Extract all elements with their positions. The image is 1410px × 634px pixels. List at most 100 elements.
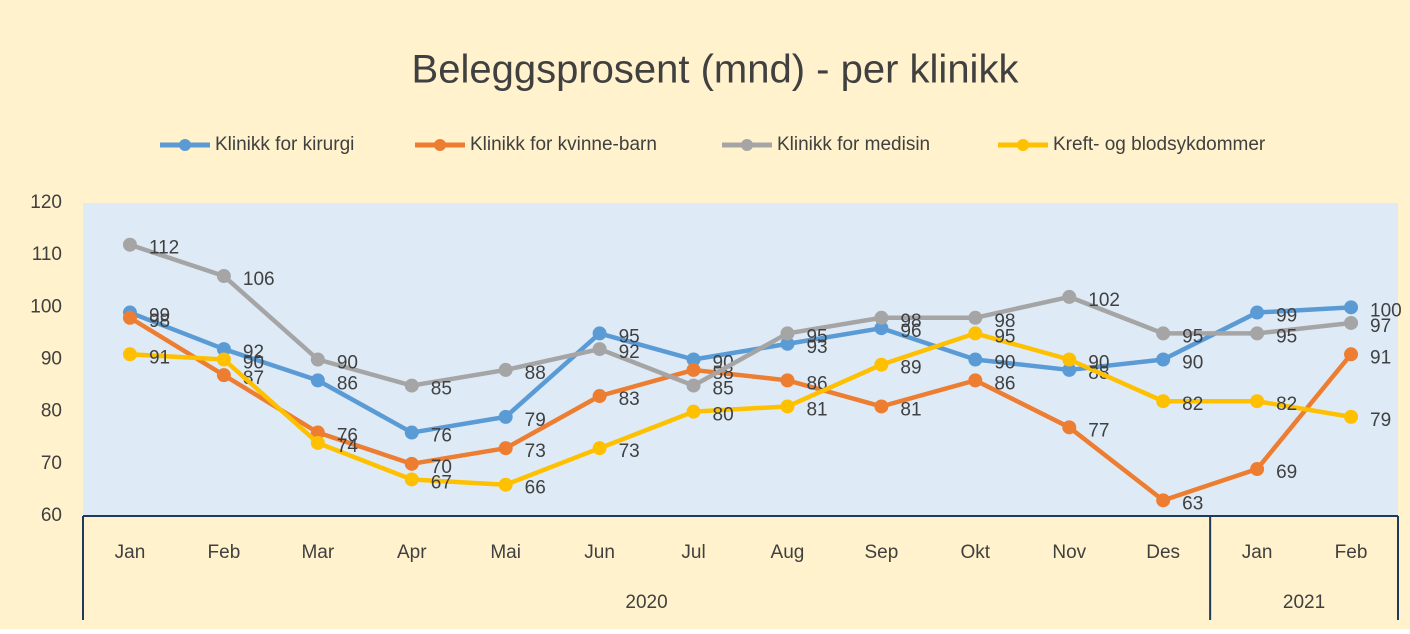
- data-point: [686, 404, 701, 419]
- data-label: 95: [1182, 326, 1203, 347]
- data-label: 90: [1182, 353, 1203, 374]
- data-label: 76: [337, 426, 358, 447]
- data-point: [1156, 493, 1171, 508]
- data-point: [1156, 394, 1171, 409]
- data-label: 82: [1276, 394, 1297, 415]
- data-point: [1062, 289, 1077, 304]
- legend-marker: [179, 139, 191, 151]
- data-label: 73: [619, 441, 640, 462]
- data-label: 93: [806, 337, 827, 358]
- chart-title: Beleggsprosent (mnd) - per klinikk: [412, 48, 1020, 92]
- x-tick-label: Feb: [208, 542, 241, 563]
- data-label: 83: [619, 389, 640, 410]
- y-tick-label: 60: [41, 505, 62, 526]
- data-point: [968, 310, 983, 325]
- data-point: [1062, 352, 1077, 367]
- data-label: 82: [1182, 394, 1203, 415]
- data-label: 96: [900, 321, 921, 342]
- data-point: [1344, 409, 1359, 424]
- x-tick-label: Des: [1146, 542, 1180, 563]
- data-label: 92: [243, 342, 264, 363]
- x-tick-label: Aug: [771, 542, 805, 563]
- data-label: 95: [994, 326, 1015, 347]
- data-label: 112: [149, 238, 179, 259]
- data-point: [1250, 394, 1265, 409]
- data-label: 95: [619, 326, 640, 347]
- data-point: [498, 477, 513, 492]
- data-point: [216, 269, 231, 284]
- data-label: 90: [1088, 353, 1109, 374]
- data-label: 98: [149, 311, 170, 332]
- data-point: [874, 357, 889, 372]
- data-label: 95: [1276, 326, 1297, 347]
- data-label: 99: [149, 306, 170, 327]
- data-point: [1062, 362, 1077, 377]
- data-label: 67: [431, 472, 452, 493]
- data-point: [780, 326, 795, 341]
- data-label: 98: [994, 311, 1015, 332]
- data-point: [216, 342, 231, 357]
- data-label: 86: [337, 373, 358, 394]
- data-point: [216, 368, 231, 383]
- x-tick-label: Mar: [301, 542, 334, 563]
- legend-label: Klinikk for kirurgi: [215, 134, 354, 155]
- data-point: [310, 373, 325, 388]
- x-tick-label: Jun: [584, 542, 615, 563]
- y-tick-label: 80: [41, 401, 62, 422]
- legend-label: Kreft- og blodsykdommer: [1053, 134, 1266, 155]
- data-point: [310, 435, 325, 450]
- data-point: [1250, 462, 1265, 477]
- data-point: [310, 425, 325, 440]
- legend-marker: [741, 139, 753, 151]
- data-label: 98: [900, 311, 921, 332]
- data-label: 66: [525, 478, 546, 499]
- data-point: [592, 342, 607, 357]
- data-point: [592, 441, 607, 456]
- data-label: 63: [1182, 493, 1203, 514]
- data-point: [498, 362, 513, 377]
- data-label: 86: [994, 373, 1015, 394]
- series-line: [129, 331, 1352, 487]
- data-label: 91: [1370, 347, 1391, 368]
- data-label: 85: [713, 379, 734, 400]
- x-tick-label: Mai: [490, 542, 521, 563]
- data-label: 70: [431, 457, 452, 478]
- data-point: [1062, 420, 1077, 435]
- data-point: [592, 389, 607, 404]
- data-label: 92: [619, 342, 640, 363]
- data-point: [310, 352, 325, 367]
- data-point: [780, 336, 795, 351]
- data-label: 69: [1276, 462, 1297, 483]
- data-point: [122, 310, 137, 325]
- data-point: [1156, 326, 1171, 341]
- data-label: 73: [525, 441, 546, 462]
- data-point: [216, 352, 231, 367]
- data-point: [968, 352, 983, 367]
- data-point: [874, 399, 889, 414]
- data-label: 81: [806, 399, 827, 420]
- x-tick-label: Nov: [1052, 542, 1086, 563]
- data-point: [686, 352, 701, 367]
- data-point: [122, 237, 137, 252]
- data-point: [1344, 300, 1359, 315]
- data-label: 90: [243, 353, 264, 374]
- legend-marker: [1017, 139, 1029, 151]
- x-tick-label: Jul: [681, 542, 705, 563]
- y-tick-label: 70: [41, 453, 62, 474]
- data-label: 88: [525, 363, 546, 384]
- data-point: [498, 409, 513, 424]
- y-tick-label: 100: [30, 296, 62, 317]
- data-point: [968, 373, 983, 388]
- data-label: 76: [431, 426, 452, 447]
- data-point: [592, 326, 607, 341]
- x-tick-label: Sep: [864, 542, 898, 563]
- data-label: 81: [900, 399, 921, 420]
- data-label: 97: [1370, 316, 1391, 337]
- data-label: 85: [431, 379, 452, 400]
- data-label: 91: [149, 347, 170, 368]
- data-label: 106: [243, 269, 275, 290]
- data-point: [122, 347, 137, 362]
- x-tick-label: Jan: [115, 542, 146, 563]
- x-tick-label: Feb: [1335, 542, 1368, 563]
